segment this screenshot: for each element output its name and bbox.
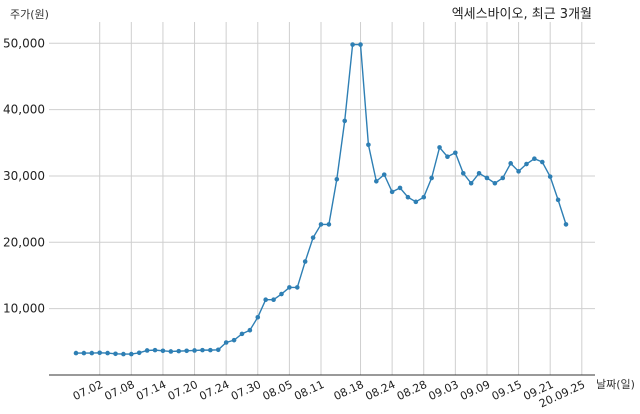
x-tick-label: 08.24: [363, 378, 397, 403]
data-point: [453, 150, 458, 156]
data-point: [302, 259, 308, 264]
data-point: [555, 197, 561, 203]
data-point: [429, 175, 434, 181]
data-point: [326, 222, 332, 227]
data-point: [484, 175, 490, 181]
data-point: [381, 172, 387, 177]
data-point: [532, 156, 537, 162]
data-point: [460, 171, 466, 176]
x-tick-label: 07.20: [166, 378, 200, 403]
data-point: [113, 351, 118, 357]
data-point: [413, 199, 419, 205]
chart-title: 엑세스바이오, 최근 3개월: [452, 7, 592, 22]
data-point: [492, 180, 498, 186]
data-point: [374, 178, 379, 184]
data-point: [200, 347, 205, 353]
data-point: [73, 350, 79, 356]
data-point: [310, 235, 316, 240]
data-point: [231, 337, 237, 343]
x-tick-label: 09.03: [427, 378, 461, 403]
data-point: [255, 314, 261, 320]
y-tick-label: 50,000: [3, 36, 45, 50]
data-point: [176, 348, 182, 354]
data-point: [350, 42, 355, 47]
x-tick-label: 08.28: [395, 378, 429, 403]
data-point: [389, 189, 395, 195]
data-series: [73, 42, 569, 357]
data-point: [342, 118, 348, 124]
data-point: [445, 154, 450, 160]
y-tick-label: 20,000: [3, 235, 45, 249]
y-tick-label: 10,000: [3, 302, 45, 316]
data-point: [152, 347, 158, 353]
x-axis-label: 날짜(일): [596, 377, 635, 391]
data-point: [524, 161, 529, 167]
data-point: [397, 185, 403, 191]
data-point: [468, 180, 474, 186]
data-point: [144, 348, 150, 353]
x-tick-labels: 07.0207.0807.1407.2007.2407.3008.0508.11…: [71, 378, 587, 410]
data-point: [263, 297, 268, 303]
data-point: [516, 169, 521, 174]
y-axis-label: 주가(원): [10, 8, 49, 21]
data-point: [358, 42, 363, 47]
x-tick-label: 08.18: [332, 378, 366, 403]
data-point: [271, 297, 276, 303]
data-point: [223, 340, 229, 345]
data-point: [81, 350, 87, 356]
data-point: [192, 348, 197, 353]
data-point: [184, 348, 189, 354]
data-point: [547, 174, 553, 179]
data-point: [208, 347, 213, 353]
x-tick-label: 07.14: [134, 378, 168, 403]
data-point: [89, 350, 95, 356]
data-point: [121, 351, 126, 357]
x-tick-label: 08.05: [261, 378, 295, 403]
data-point: [318, 222, 324, 227]
data-point: [239, 331, 245, 337]
data-point: [129, 351, 134, 357]
data-point: [294, 285, 300, 290]
y-tick-label: 30,000: [3, 169, 45, 183]
data-point: [97, 350, 103, 356]
data-point: [508, 161, 513, 166]
data-point: [136, 350, 142, 356]
data-point: [160, 348, 166, 354]
data-point: [421, 194, 427, 200]
y-tick-labels: 10,000 20,000 30,000 40,000 50,000: [3, 36, 45, 315]
data-point: [437, 145, 442, 150]
y-tick-label: 40,000: [3, 103, 45, 117]
data-point: [279, 291, 284, 297]
x-tick-label: 07.08: [103, 378, 137, 403]
data-point: [500, 175, 506, 181]
data-point: [563, 222, 569, 227]
data-point: [366, 142, 371, 148]
data-point: [287, 285, 292, 290]
x-tick-label: 08.11: [292, 378, 326, 403]
data-point: [476, 171, 482, 176]
x-tick-label: 07.02: [71, 378, 105, 403]
x-tick-label: 09.15: [490, 378, 524, 403]
data-point: [539, 159, 545, 165]
data-point: [334, 176, 340, 182]
data-point: [215, 347, 221, 353]
x-tick-label: 07.24: [197, 378, 231, 403]
data-point: [168, 349, 174, 354]
data-point: [105, 350, 110, 356]
data-point: [247, 327, 253, 333]
x-tick-label: 09.09: [458, 378, 492, 403]
grid-lines: [49, 22, 595, 375]
x-tick-label: 07.30: [229, 378, 263, 403]
data-point: [405, 194, 411, 200]
